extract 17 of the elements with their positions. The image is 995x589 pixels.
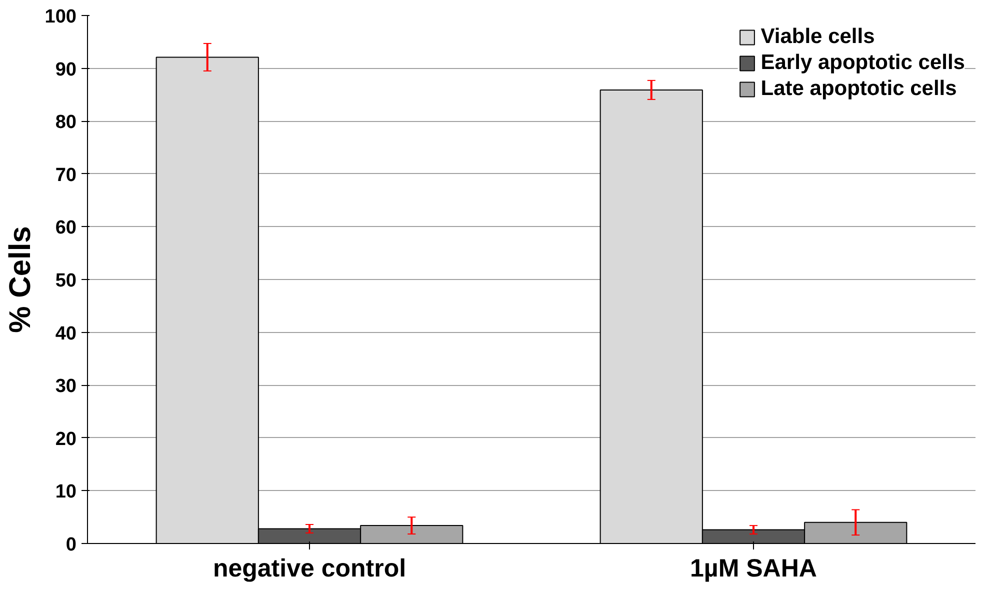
y-tick-label: 20: [55, 428, 77, 450]
y-tick-label: 80: [55, 112, 77, 134]
legend-label: Late apoptotic cells: [760, 77, 957, 101]
y-tick-label: 50: [55, 270, 77, 292]
x-tick-label: negative control: [212, 554, 406, 582]
legend-label: Viable cells: [760, 25, 875, 49]
y-tick-label: 40: [55, 323, 77, 344]
y-tick-label: 60: [55, 218, 77, 239]
y-axis-title: % Cells: [4, 226, 37, 333]
x-tick-label: 1µM SAHA: [690, 554, 817, 582]
y-tick-label: 10: [55, 482, 77, 503]
y-tick-label: 30: [55, 376, 77, 398]
y-tick-label: 70: [55, 164, 77, 186]
y-tick-label: 0: [66, 534, 77, 556]
y-tick-label: 100: [44, 6, 76, 28]
legend-label: Early apoptotic cells: [760, 51, 965, 75]
y-tick-label: 90: [55, 59, 77, 80]
